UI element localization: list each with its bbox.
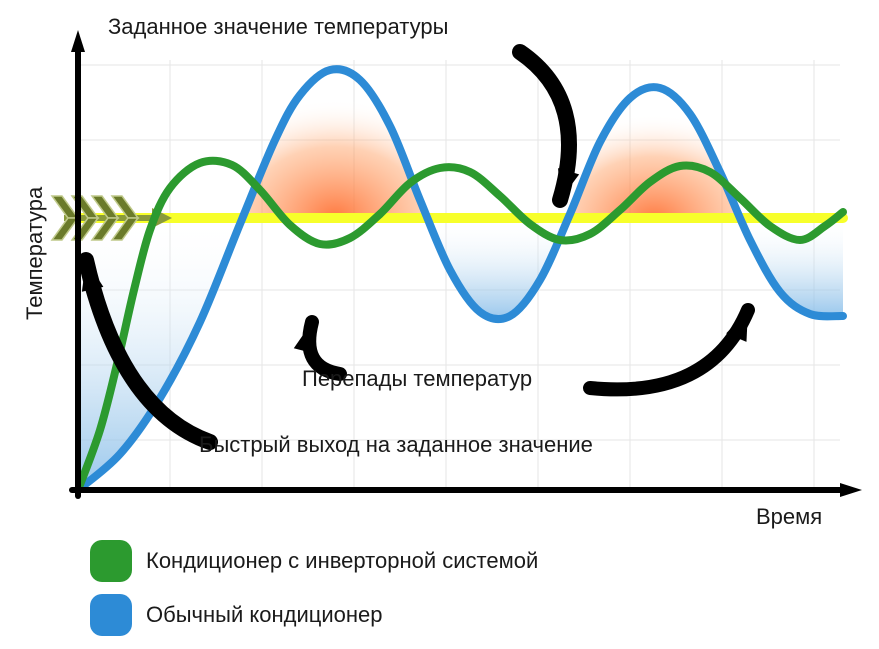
legend-swatch-inverter [90,540,132,582]
x-axis-label: Время [756,504,822,530]
label-setpoint: Заданное значение температуры [108,14,448,40]
label-fast: Быстрый выход на заданное значение [199,432,593,458]
y-axis-label: Температура [22,187,48,320]
label-drops: Перепады температур [302,366,532,392]
legend-label-conventional: Обычный кондиционер [146,602,382,628]
diagram-stage: { "canvas": { "width": 879, "height": 64… [0,0,879,649]
legend-swatch-conventional [90,594,132,636]
legend-label-inverter: Кондиционер с инверторной системой [146,548,538,574]
legend-conventional: Обычный кондиционер [90,594,382,636]
legend-inverter: Кондиционер с инверторной системой [90,540,538,582]
